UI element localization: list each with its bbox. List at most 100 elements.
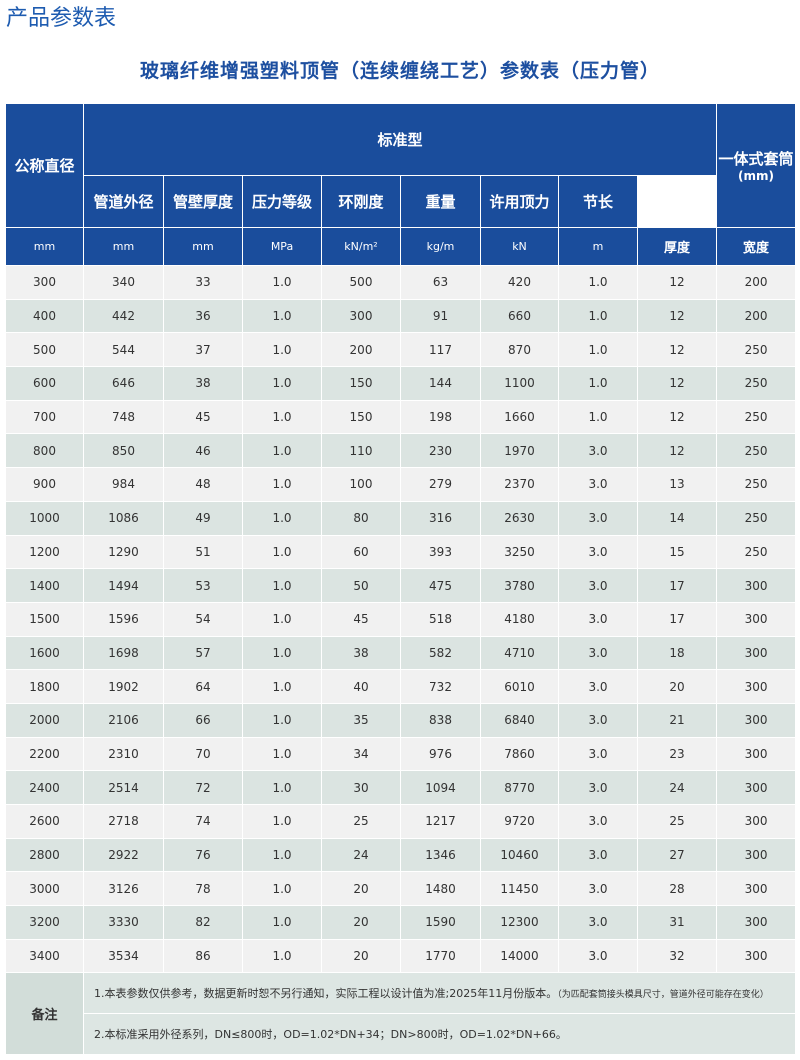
- data-cell: 1590: [400, 905, 481, 940]
- data-cell: 3.0: [558, 534, 638, 570]
- data-cell: 12: [636, 433, 718, 469]
- data-cell: 3.0: [558, 736, 638, 772]
- data-cell: 300: [716, 804, 797, 839]
- data-cell: 3.0: [558, 568, 638, 603]
- data-cell: 2000: [5, 702, 84, 738]
- unit-cell: kN: [480, 227, 559, 266]
- data-cell: 27: [636, 837, 718, 873]
- data-cell: 1.0: [242, 905, 322, 940]
- data-cell: 32: [636, 938, 718, 974]
- data-cell: 38: [321, 635, 401, 671]
- data-cell: 300: [716, 736, 797, 772]
- data-cell: 1217: [400, 804, 481, 839]
- data-row: 2000 2106 66 1.0 35 838 6840 3.0 21 300: [5, 702, 797, 738]
- data-cell: 1.0: [242, 500, 322, 536]
- data-cell: 37: [163, 332, 243, 368]
- data-cell: 64: [163, 669, 243, 704]
- data-cell: 300: [716, 905, 797, 940]
- data-row: 1800 1902 64 1.0 40 732 6010 3.0 20 300: [5, 669, 797, 704]
- data-row: 600 646 38 1.0 150 144 1100 1.0 12 250: [5, 366, 797, 401]
- data-cell: 300: [716, 871, 797, 907]
- data-cell: 74: [163, 804, 243, 839]
- data-cell: 1698: [83, 635, 164, 671]
- data-cell: 17: [636, 568, 718, 603]
- data-cell: 1902: [83, 669, 164, 704]
- data-cell: 1.0: [558, 265, 638, 300]
- data-cell: 984: [83, 467, 164, 502]
- data-cell: 30: [321, 770, 401, 805]
- data-cell: 646: [83, 366, 164, 401]
- data-cell: 51: [163, 534, 243, 570]
- data-cell: 20: [321, 871, 401, 907]
- data-cell: 300: [716, 635, 797, 671]
- data-cell: 1290: [83, 534, 164, 570]
- data-cell: 15: [636, 534, 718, 570]
- data-cell: 1.0: [242, 938, 322, 974]
- data-row: 400 442 36 1.0 300 91 660 1.0 12 200: [5, 298, 797, 334]
- data-cell: 7860: [480, 736, 559, 772]
- data-cell: 230: [400, 433, 481, 469]
- data-cell: 250: [716, 534, 797, 570]
- data-cell: 1.0: [242, 702, 322, 738]
- data-cell: 9720: [480, 804, 559, 839]
- data-cell: 45: [163, 399, 243, 435]
- data-cell: 12300: [480, 905, 559, 940]
- data-cell: 53: [163, 568, 243, 603]
- data-cell: 24: [321, 837, 401, 873]
- unit-cell: kN/m²: [321, 227, 401, 266]
- data-cell: 6010: [480, 669, 559, 704]
- data-cell: 6840: [480, 702, 559, 738]
- data-cell: 45: [321, 601, 401, 637]
- unit-cell: kg/m: [400, 227, 481, 266]
- data-cell: 1200: [5, 534, 84, 570]
- table-title: 玻璃纤维增强塑料顶管（连续缠绕工艺）参数表（压力管）: [139, 60, 660, 82]
- unit-cell: 宽度: [716, 227, 797, 266]
- data-cell: 110: [321, 433, 401, 469]
- data-cell: 3534: [83, 938, 164, 974]
- data-cell: 1.0: [242, 837, 322, 873]
- header-cell: 公称直径: [5, 103, 84, 228]
- header-cell: 管道外径: [83, 175, 164, 228]
- data-cell: 1596: [83, 601, 164, 637]
- data-cell: 35: [321, 702, 401, 738]
- data-cell: 12: [636, 366, 718, 401]
- data-cell: 1.0: [242, 433, 322, 469]
- data-row: 300 340 33 1.0 500 63 420 1.0 12 200: [5, 265, 797, 300]
- data-cell: 200: [716, 265, 797, 300]
- data-cell: 25: [321, 804, 401, 839]
- data-row: 1000 1086 49 1.0 80 316 2630 3.0 14 250: [5, 500, 797, 536]
- data-cell: 3400: [5, 938, 84, 974]
- data-cell: 36: [163, 298, 243, 334]
- data-cell: 1094: [400, 770, 481, 805]
- data-cell: 700: [5, 399, 84, 435]
- data-cell: 200: [716, 298, 797, 334]
- data-cell: 66: [163, 702, 243, 738]
- data-cell: 1.0: [242, 332, 322, 368]
- data-cell: 31: [636, 905, 718, 940]
- data-cell: 2106: [83, 702, 164, 738]
- data-cell: 200: [321, 332, 401, 368]
- data-cell: 300: [716, 938, 797, 974]
- data-cell: 300: [716, 770, 797, 805]
- data-cell: 14000: [480, 938, 559, 974]
- data-cell: 2310: [83, 736, 164, 772]
- data-cell: 3126: [83, 871, 164, 907]
- data-cell: 300: [716, 568, 797, 603]
- data-cell: 3.0: [558, 635, 638, 671]
- data-cell: 4180: [480, 601, 559, 637]
- data-cell: 10460: [480, 837, 559, 873]
- data-cell: 12: [636, 265, 718, 300]
- data-cell: 57: [163, 635, 243, 671]
- data-cell: 72: [163, 770, 243, 805]
- header-cell: 环刚度: [321, 175, 401, 228]
- note-text: 1.本表参数仅供参考，数据更新时恕不另行通知，实际工程以设计值为准;2025年1…: [82, 972, 797, 1015]
- data-cell: 300: [716, 837, 797, 873]
- unit-cell: mm: [83, 227, 164, 266]
- data-cell: 14: [636, 500, 718, 536]
- data-cell: 12: [636, 298, 718, 334]
- data-cell: 80: [321, 500, 401, 536]
- data-cell: 54: [163, 601, 243, 637]
- data-cell: 500: [321, 265, 401, 300]
- data-cell: 20: [636, 669, 718, 704]
- data-cell: 1.0: [558, 366, 638, 401]
